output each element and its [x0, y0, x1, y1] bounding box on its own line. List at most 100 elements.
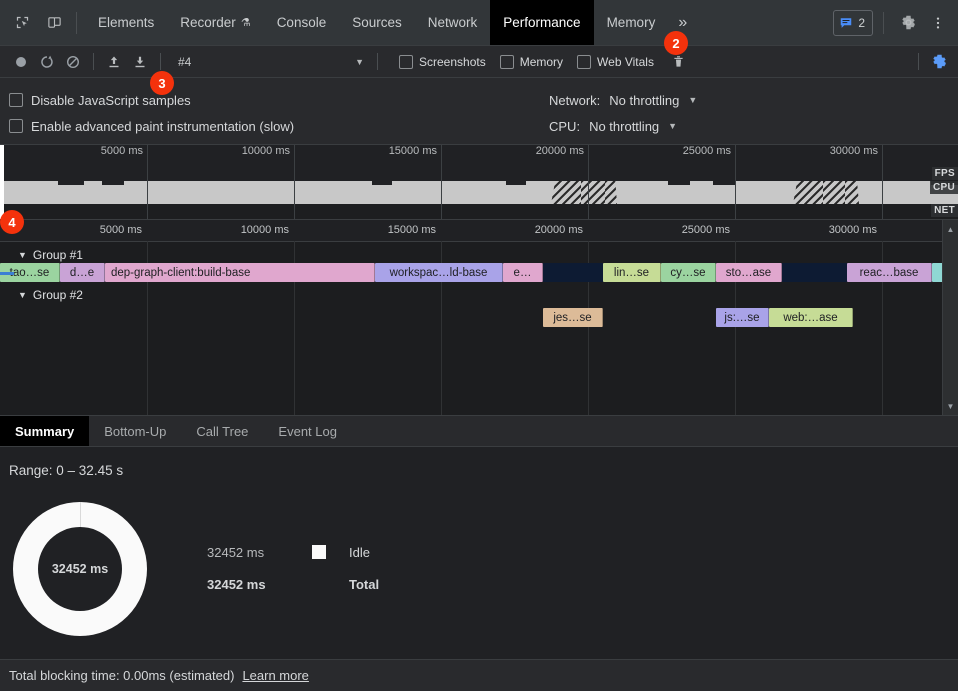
scroll-up-arrow-icon[interactable]: ▲ [946, 224, 955, 234]
scroll-down-arrow-icon[interactable]: ▼ [946, 401, 955, 411]
performance-toolbar: #4 ▼ Screenshots Memory Web Vitals [0, 46, 958, 78]
overview-tick: 25000 ms [682, 145, 731, 157]
chevron-down-icon: ▼ [18, 290, 27, 300]
tab-call-tree[interactable]: Call Tree [181, 416, 263, 446]
record-circle-icon[interactable] [8, 50, 34, 74]
flame-event[interactable]: d…e [60, 263, 105, 282]
issues-message-icon [841, 17, 852, 28]
tab-memory[interactable]: Memory [594, 0, 669, 45]
flame-event[interactable]: sto…ase [716, 263, 782, 282]
tabbar-right-actions: 2 [833, 9, 958, 37]
checkbox-screenshots[interactable]: Screenshots [399, 54, 486, 69]
cpu-throttling-row: CPU: No throttling ▼ [549, 113, 958, 139]
network-throttling-select[interactable]: No throttling ▼ [609, 93, 697, 108]
tab-call-tree-label: Call Tree [196, 423, 249, 439]
flame-event[interactable]: dep-graph-client:build-base [105, 263, 375, 282]
reload-record-icon[interactable] [34, 50, 60, 74]
checkbox-memory[interactable]: Memory [499, 54, 563, 69]
flame-event[interactable]: jes…se [543, 308, 603, 327]
option-paint-instrumentation-box[interactable] [9, 119, 23, 133]
tab-elements[interactable]: Elements [85, 0, 167, 45]
chevron-down-icon: ▼ [668, 121, 678, 131]
timeline-overview[interactable]: FPS CPU NET 5000 ms 10000 ms 15000 ms 20… [0, 145, 958, 219]
cpu-throttling-value: No throttling [589, 118, 660, 134]
overview-tick: 30000 ms [829, 145, 878, 157]
checkbox-web-vitals[interactable]: Web Vitals [577, 54, 654, 69]
overview-net-label: NET [931, 204, 958, 217]
flame-event[interactable]: e… [503, 263, 543, 282]
overview-tick: 20000 ms [535, 145, 584, 157]
capture-settings-gear-icon[interactable] [926, 50, 952, 74]
legend-total-label: Total [349, 576, 380, 592]
settings-gear-icon[interactable] [894, 9, 922, 37]
flame-chart-scrollbar[interactable]: ▲ ▼ [942, 220, 958, 415]
load-profile-icon[interactable] [101, 50, 127, 74]
cpu-throttling-label: CPU: [549, 118, 581, 134]
range-text: Range: 0 – 32.45 s [9, 463, 124, 478]
toolbar-divider-1 [93, 53, 94, 70]
clear-recording-icon[interactable] [60, 50, 86, 74]
status-bar: Total blocking time: 0.00ms (estimated) … [0, 659, 958, 691]
group-header-1-label: Group #1 [32, 248, 83, 262]
tab-console[interactable]: Console [264, 0, 340, 45]
tab-summary[interactable]: Summary [0, 416, 90, 446]
tab-network-label: Network [427, 15, 478, 30]
issues-button[interactable]: 2 [833, 9, 873, 36]
learn-more-link[interactable]: Learn more [242, 668, 309, 683]
flame-event[interactable]: reac…base [847, 263, 932, 282]
tab-performance[interactable]: Performance [490, 0, 594, 45]
overview-fps-band: FPS [0, 145, 958, 181]
flame-event[interactable]: workspac…ld-base [375, 263, 503, 282]
flame-event[interactable]: web:…ase [769, 308, 853, 327]
annotation-badge-4: 4 [0, 210, 24, 234]
more-options-icon[interactable] [924, 9, 952, 37]
flame-event[interactable]: js:…se [716, 308, 769, 327]
cpu-throttling-select[interactable]: No throttling ▼ [589, 119, 677, 134]
recording-session-value: #4 [178, 54, 192, 69]
tab-console-label: Console [276, 15, 327, 30]
tabbar-tool-icons [0, 9, 68, 37]
tab-network[interactable]: Network [415, 0, 491, 45]
flame-chart-body: ▼ Group #1 tao…se d…e dep-graph-client:b… [0, 241, 958, 415]
delete-trash-icon[interactable] [666, 50, 692, 74]
inspect-cursor-icon[interactable] [8, 9, 36, 37]
option-disable-js-samples[interactable]: Disable JavaScript samples [9, 87, 549, 113]
issues-count: 2 [858, 15, 865, 30]
flame-chart[interactable]: 5000 ms 10000 ms 15000 ms 20000 ms 25000… [0, 219, 958, 415]
recording-session-select[interactable]: #4 ▼ [172, 51, 370, 72]
device-toolbar-icon[interactable] [40, 9, 68, 37]
checkbox-screenshots-box[interactable] [399, 54, 413, 69]
network-throttling-row: Network: No throttling ▼ [549, 87, 958, 113]
checkbox-screenshots-label: Screenshots [419, 54, 486, 69]
flame-track-1: tao…se d…e dep-graph-client:build-base w… [0, 263, 958, 284]
checkbox-web-vitals-box[interactable] [577, 54, 592, 69]
flame-event[interactable]: tao…se [0, 263, 60, 282]
tabbar-divider [76, 11, 77, 34]
option-disable-js-samples-label: Disable JavaScript samples [31, 92, 191, 108]
network-throttling-value: No throttling [609, 92, 680, 108]
overview-cpu-band: CPU [0, 181, 958, 204]
capture-settings-pane: Disable JavaScript samples Enable advanc… [0, 78, 958, 145]
tab-recorder[interactable]: Recorder ⚗ [167, 0, 263, 45]
tab-sources-label: Sources [352, 15, 402, 30]
flame-event[interactable]: lin…se [603, 263, 661, 282]
overview-window-left-handle[interactable] [0, 145, 4, 219]
option-paint-instrumentation[interactable]: Enable advanced paint instrumentation (s… [9, 113, 549, 139]
overview-net-band: NET [0, 204, 958, 219]
save-profile-icon[interactable] [127, 50, 153, 74]
group-header-2[interactable]: ▼ Group #2 [0, 286, 83, 304]
checkbox-memory-box[interactable] [499, 54, 514, 69]
option-disable-js-samples-box[interactable] [9, 93, 23, 107]
donut-ring: 32452 ms [13, 502, 147, 636]
tabbar-right-divider [883, 11, 884, 34]
overview-fps-label: FPS [931, 167, 958, 180]
tab-sources[interactable]: Sources [339, 0, 415, 45]
group-header-1[interactable]: ▼ Group #1 [0, 246, 83, 264]
tab-event-log[interactable]: Event Log [263, 416, 352, 446]
flame-event[interactable]: cy…se [661, 263, 716, 282]
toolbar-right [911, 50, 958, 74]
overview-tick: 15000 ms [388, 145, 437, 157]
legend-idle-label: Idle [349, 544, 370, 560]
tab-bottom-up[interactable]: Bottom-Up [89, 416, 181, 446]
more-tabs-chevron-icon[interactable]: » [678, 13, 688, 31]
